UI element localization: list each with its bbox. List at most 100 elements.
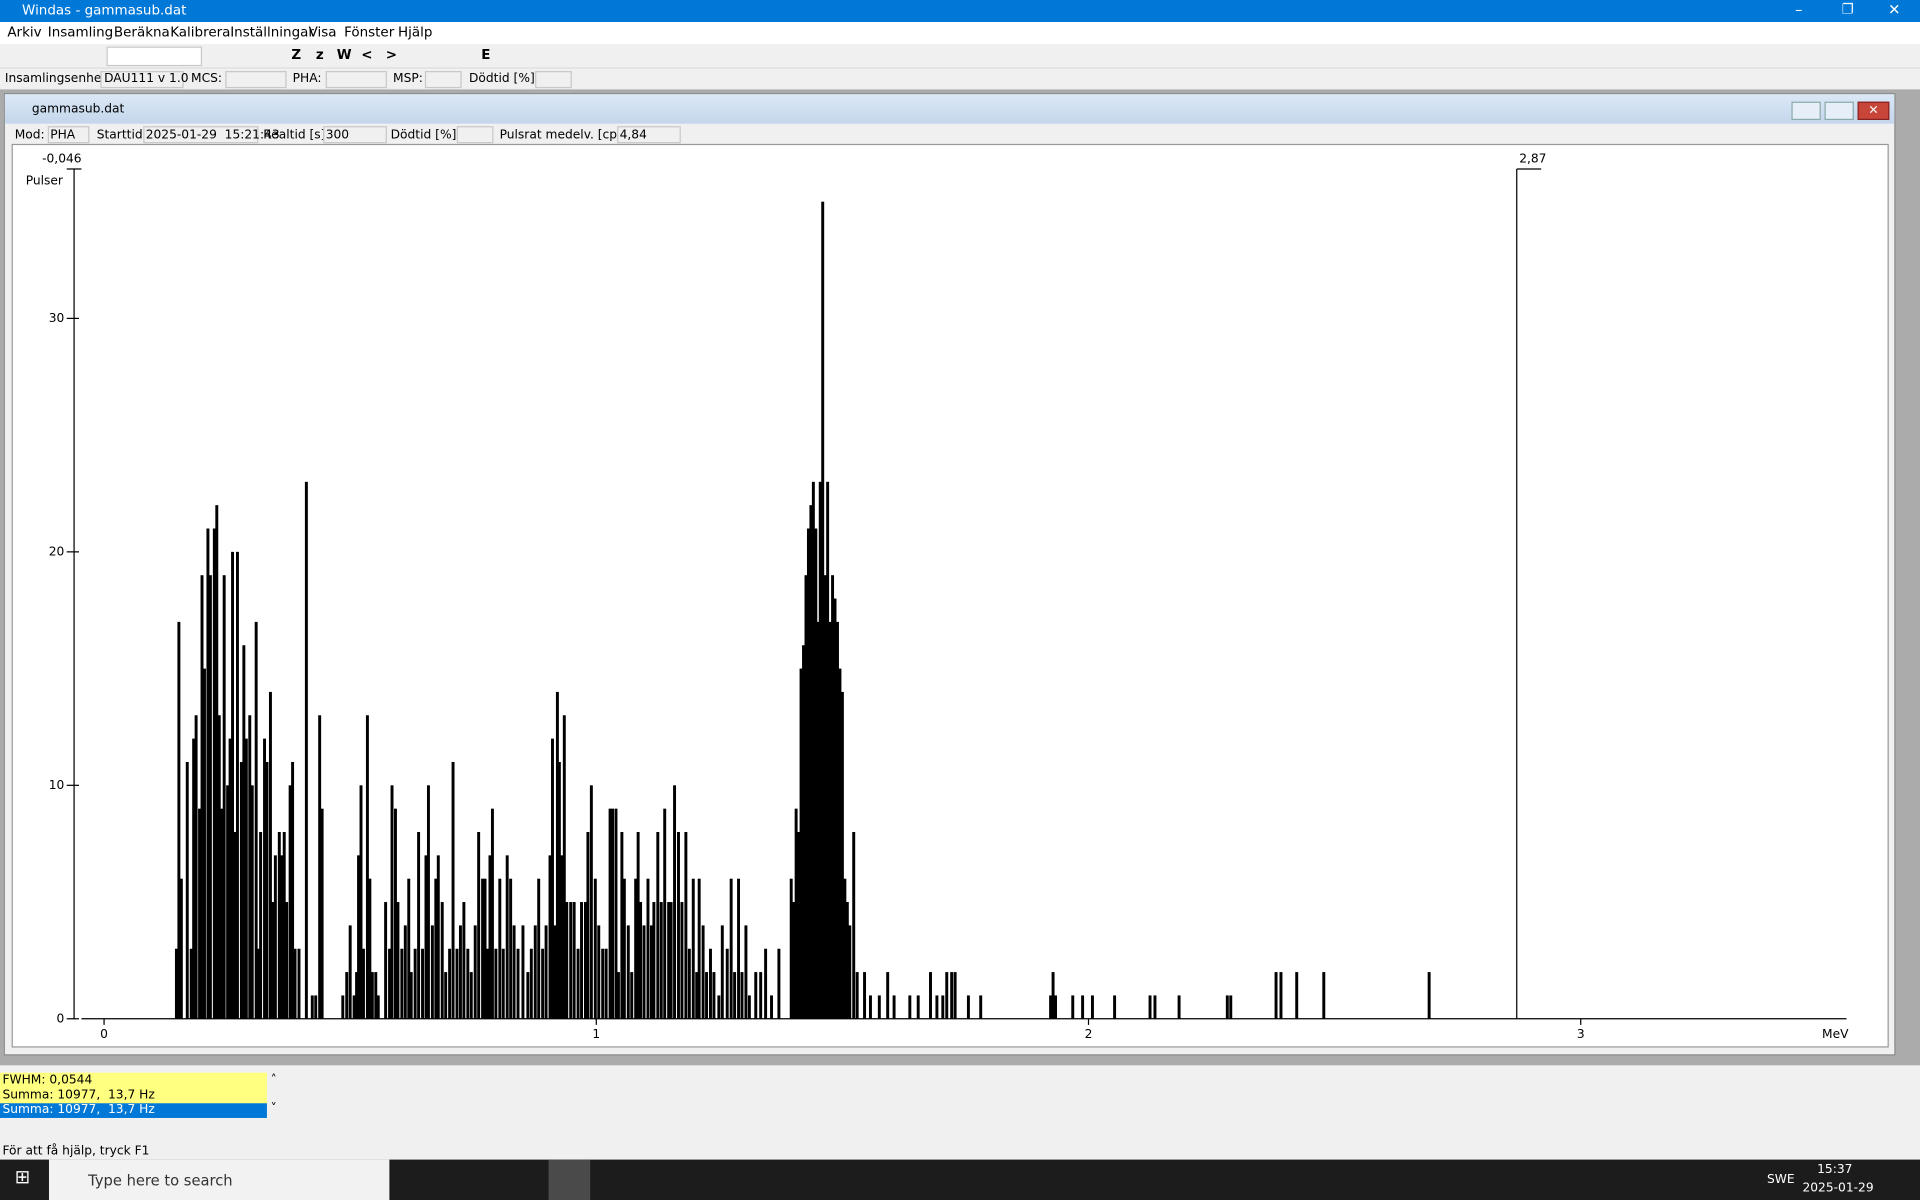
bar xyxy=(604,948,608,1019)
bar xyxy=(560,855,564,1019)
scroll-up[interactable]: ˄ xyxy=(270,1073,277,1088)
tool-button[interactable]: < xyxy=(361,46,373,63)
bar xyxy=(892,995,896,1019)
bar xyxy=(593,878,597,1019)
label: Insamlingsenhet: xyxy=(4,72,111,86)
y-tick-label: 30 xyxy=(49,311,65,325)
restore[interactable]: ❐ xyxy=(1841,1,1854,18)
menu-item[interactable]: Beräkna xyxy=(113,24,170,41)
bar xyxy=(1049,995,1053,1019)
maximize[interactable] xyxy=(1824,101,1854,121)
tool-button[interactable]: Z xyxy=(291,46,302,63)
bar xyxy=(490,808,494,1019)
bar xyxy=(244,738,248,1019)
bar xyxy=(622,878,626,1019)
active-app[interactable] xyxy=(548,1159,591,1200)
tool-button[interactable]: E xyxy=(481,46,491,63)
bar xyxy=(551,738,554,1019)
bar xyxy=(649,925,653,1019)
bar xyxy=(488,855,492,1019)
bar xyxy=(250,785,254,1019)
start-button[interactable]: ⊞ xyxy=(14,1165,31,1188)
menu-item[interactable]: Insamling xyxy=(47,24,114,41)
y-tick-label: 20 xyxy=(49,544,65,558)
bar xyxy=(426,785,430,1019)
bar xyxy=(220,808,224,1019)
bar xyxy=(355,972,359,1019)
bar xyxy=(310,995,314,1019)
bar xyxy=(486,948,489,1019)
value: 2025-01-29 15:21:43 xyxy=(145,128,280,143)
bar xyxy=(179,878,183,1019)
bar xyxy=(396,902,400,1019)
bar xyxy=(804,575,808,1019)
scroll-down[interactable]: ˅ xyxy=(270,1102,277,1116)
bar xyxy=(318,715,322,1019)
bar xyxy=(314,995,318,1019)
bar xyxy=(357,855,361,1019)
bar xyxy=(242,645,246,1019)
close[interactable]: ✕ xyxy=(1857,101,1890,121)
bar xyxy=(1279,972,1283,1019)
bar xyxy=(430,925,434,1019)
bar xyxy=(544,925,548,1019)
bar xyxy=(1225,995,1229,1019)
list-item[interactable]: Summa: 10977, 13,7 Hz xyxy=(2,1088,155,1103)
bar xyxy=(840,691,844,1019)
bar xyxy=(809,505,813,1019)
bar xyxy=(455,948,459,1019)
y-tick-label: 0 xyxy=(56,1011,64,1025)
bar xyxy=(709,948,712,1019)
bar xyxy=(498,878,502,1019)
list-item[interactable]: FWHM: 0,0544 xyxy=(2,1073,93,1088)
bar xyxy=(611,808,615,1019)
bar xyxy=(630,972,634,1019)
bar xyxy=(797,832,801,1019)
bar xyxy=(1090,995,1094,1019)
bar xyxy=(424,855,428,1019)
search-box[interactable]: Type here to search xyxy=(48,1159,390,1200)
menu-item[interactable]: Hjälp xyxy=(397,24,433,41)
bar xyxy=(740,972,744,1019)
bar xyxy=(569,902,573,1019)
bar xyxy=(265,761,269,1019)
close[interactable]: ✕ xyxy=(1888,1,1901,19)
bar xyxy=(836,621,839,1019)
menu-item[interactable]: Fönster xyxy=(344,24,395,41)
bar xyxy=(886,972,890,1019)
tool-button[interactable]: W xyxy=(336,46,352,63)
bar xyxy=(271,902,275,1019)
bar xyxy=(555,691,559,1019)
menu-item[interactable]: Inställningar xyxy=(230,24,314,41)
minimize[interactable]: – xyxy=(1795,1,1803,19)
list-item[interactable]: Summa: 10977, 13,7 Hz xyxy=(0,1103,267,1118)
bar xyxy=(659,902,663,1019)
bar xyxy=(789,878,793,1019)
menu-item[interactable]: Kalibrera xyxy=(170,24,231,41)
bar xyxy=(821,201,825,1019)
bar xyxy=(390,785,394,1019)
bar xyxy=(217,715,221,1019)
menu-item[interactable]: Visa xyxy=(308,24,337,41)
taskbar: ⊞ Type here to search SWE 15:37 2025-01-… xyxy=(0,1159,1920,1200)
bar xyxy=(345,972,349,1019)
combo[interactable] xyxy=(106,46,203,67)
bar xyxy=(370,972,374,1019)
tool-button[interactable]: z xyxy=(315,46,324,63)
bar xyxy=(526,972,530,1019)
bar xyxy=(601,948,605,1019)
bar xyxy=(626,925,630,1019)
field xyxy=(535,71,572,89)
bar xyxy=(481,878,485,1019)
minimize[interactable] xyxy=(1791,101,1821,121)
bar xyxy=(268,691,272,1019)
bar xyxy=(304,481,308,1019)
menu-item[interactable]: Arkiv xyxy=(7,24,42,41)
bar xyxy=(222,575,226,1019)
value: DAU111 v 1.0 xyxy=(104,72,189,86)
bar xyxy=(393,808,397,1019)
value: 300 xyxy=(325,128,350,143)
tool-button[interactable]: > xyxy=(385,46,398,63)
bar xyxy=(966,995,970,1019)
bar xyxy=(848,925,852,1019)
